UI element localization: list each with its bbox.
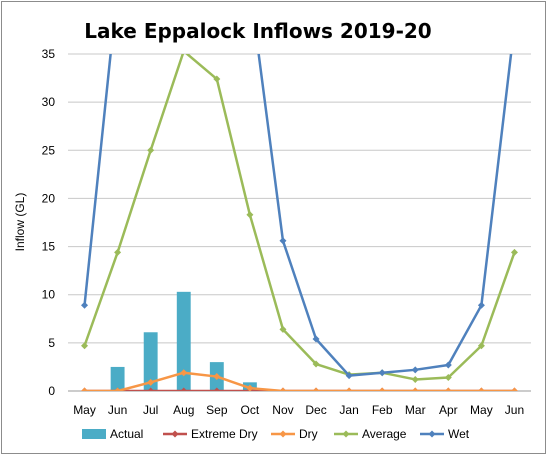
marker-dry (114, 387, 122, 391)
legend-item-average: Average (334, 427, 407, 441)
x-tick-label: Mar (405, 403, 426, 417)
marker-wet (477, 301, 485, 309)
legend-item-wet: Wet (420, 427, 470, 441)
marker-average (312, 360, 320, 368)
legend: Actual Extreme Dry Dry Average Wet (82, 427, 470, 441)
marker-average (114, 248, 122, 256)
marker-dry (246, 384, 254, 391)
marker-dry (147, 378, 155, 386)
marker-wet (81, 301, 89, 309)
y-axis-label: Inflow (GL) (13, 193, 27, 252)
y-tick-label: 25 (42, 143, 56, 157)
series-dry (81, 369, 518, 391)
chart-title: Lake Eppalock Inflows 2019-20 (84, 19, 431, 43)
legend-label: Dry (299, 427, 318, 441)
x-tick-label: Jun (505, 403, 524, 417)
marker-dry (411, 387, 419, 391)
y-tick-label: 30 (42, 95, 56, 109)
y-axis-ticks: 0 5 10 15 20 25 30 35 (42, 47, 56, 398)
marker-dry (345, 387, 353, 391)
x-tick-label: Jan (339, 403, 358, 417)
marker-average (477, 342, 485, 350)
bar-actual (176, 291, 191, 391)
marker-dry (477, 387, 485, 391)
legend-marker (279, 430, 287, 438)
x-tick-label: Sep (206, 403, 228, 417)
bar-series (110, 291, 257, 391)
marker-average (246, 211, 254, 219)
marker-dry (180, 369, 188, 377)
marker-wet (345, 372, 353, 380)
legend-item-dry: Dry (271, 427, 318, 441)
legend-marker (342, 430, 350, 438)
line-series (81, 54, 518, 391)
marker-dry (378, 387, 386, 391)
marker-wet (378, 369, 386, 377)
line-wet (83, 54, 112, 306)
marker-average (213, 75, 221, 83)
y-tick-label: 10 (42, 288, 56, 302)
x-axis-ticks: May Jun Jul Aug Sep Oct Nov Dec Jan Feb Mar Apr May J… (73, 403, 524, 417)
marker-average (147, 146, 155, 154)
marker-extreme-dry (213, 387, 221, 391)
marker-wet (411, 366, 419, 374)
legend-item-actual: Actual (82, 427, 143, 441)
marker-extreme-dry (147, 387, 155, 391)
marker-average (444, 374, 452, 382)
series-wet (81, 54, 513, 380)
marker-wet (279, 237, 287, 245)
bar-actual (143, 332, 158, 391)
marker-average (411, 375, 419, 383)
marker-dry (81, 387, 89, 391)
legend-marker (171, 430, 179, 438)
y-tick-label: 35 (42, 47, 56, 61)
line-wet (257, 54, 513, 377)
marker-dry (444, 387, 452, 391)
x-tick-label: May (470, 403, 493, 417)
marker-extreme-dry (180, 387, 188, 391)
marker-dry (279, 387, 287, 391)
line-average (83, 54, 516, 381)
marker-average (279, 325, 287, 333)
marker-dry (213, 373, 221, 381)
x-tick-label: Apr (439, 403, 458, 417)
x-tick-label: Feb (372, 403, 393, 417)
legend-label: Average (362, 427, 407, 441)
x-tick-label: Aug (173, 403, 194, 417)
marker-dry (312, 387, 320, 391)
y-tick-label: 20 (42, 191, 56, 205)
legend-item-extreme-dry: Extreme Dry (163, 427, 258, 441)
legend-swatch (82, 429, 106, 439)
marker-average (510, 248, 518, 256)
x-tick-label: Jun (108, 403, 127, 417)
marker-wet (312, 335, 320, 343)
legend-marker (428, 430, 436, 438)
x-tick-label: Nov (272, 403, 293, 417)
bar-actual (110, 366, 125, 391)
x-tick-label: Oct (241, 403, 260, 417)
line-dry (84, 371, 515, 391)
marker-wet (444, 361, 452, 369)
legend-label: Actual (110, 427, 143, 441)
legend-label: Extreme Dry (191, 427, 258, 441)
y-tick-label: 0 (48, 384, 55, 398)
y-tick-label: 5 (48, 336, 55, 350)
y-tick-label: 15 (42, 240, 56, 254)
marker-dry (510, 387, 518, 391)
x-tick-label: May (73, 403, 96, 417)
x-tick-label: Jul (143, 403, 158, 417)
marker-average (81, 342, 89, 350)
x-tick-label: Dec (305, 403, 326, 417)
legend-label: Wet (448, 427, 470, 441)
